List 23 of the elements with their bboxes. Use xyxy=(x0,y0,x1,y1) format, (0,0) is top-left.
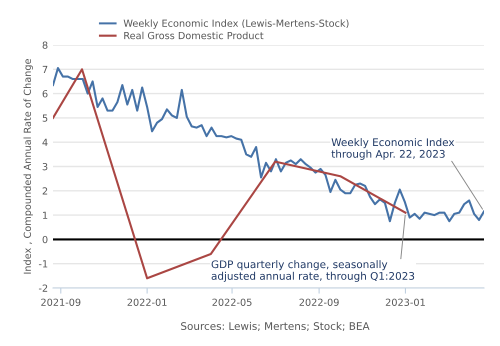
legend-label: Real Gross Domestic Product xyxy=(124,32,264,40)
y-tick-label: 3 xyxy=(42,162,48,170)
y-tick-label: 0 xyxy=(42,236,48,244)
annotation: Weekly Economic Index through Apr. 22, 2023 xyxy=(332,138,454,160)
x-tick-label: 2022-01 xyxy=(128,298,167,306)
x-tick-label: 2022-05 xyxy=(212,298,252,306)
y-tick-label: 1 xyxy=(43,212,48,219)
annotation: GDP quarterly change, seasonally adjusted annual rate, through Q1:2023 xyxy=(212,260,414,282)
x-tick-label: 2022-09 xyxy=(300,298,339,306)
y-tick-label: 6 xyxy=(42,90,48,98)
source-note: Sources: Lewis; Mertens; Stock; BEA xyxy=(181,322,370,332)
x-tick-label: 2023-01 xyxy=(386,298,425,306)
x-tick-label: 2021-09 xyxy=(41,298,80,306)
y-tick-label: -1 xyxy=(38,260,48,268)
y-tick-label: 2 xyxy=(42,187,48,194)
line-series xyxy=(53,67,484,222)
y-tick-label: 8 xyxy=(42,41,48,49)
y-axis-title: Index , Compounded Annual Rate of Change xyxy=(23,58,33,274)
y-tick-label: 7 xyxy=(42,66,48,73)
legend-label: Weekly Economic Index (Lewis-Mertens-Stock) xyxy=(124,19,349,29)
y-tick-label: 4 xyxy=(42,138,48,146)
y-tick-label: 5 xyxy=(42,114,48,122)
y-tick-label: -2 xyxy=(38,284,48,292)
